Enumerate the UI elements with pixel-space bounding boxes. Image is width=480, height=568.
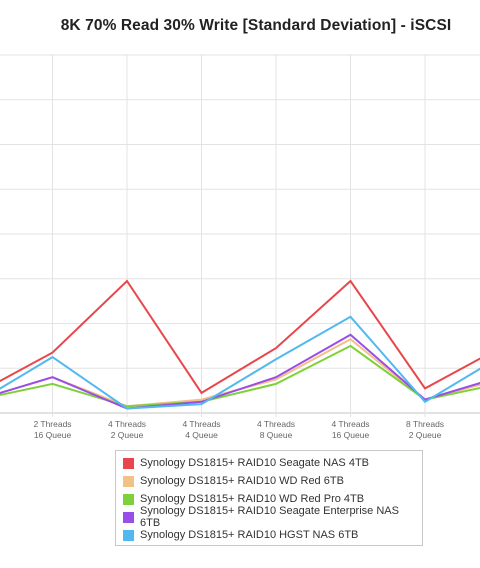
- legend-swatch: [123, 475, 134, 487]
- legend-label: Synology DS1815+ RAID10 HGST NAS 6TB: [140, 529, 359, 541]
- legend-swatch: [123, 457, 134, 469]
- chart-title: 8K 70% Read 30% Write [Standard Deviatio…: [60, 17, 452, 34]
- grid-lines: [0, 54, 480, 417]
- legend-label: Synology DS1815+ RAID10 Seagate Enterpri…: [140, 505, 399, 529]
- legend-swatch: [123, 529, 134, 541]
- legend-label: Synology DS1815+ RAID10 WD Red Pro 4TB: [140, 493, 365, 505]
- x-tick-label: 4 Threads 4 Queue: [182, 419, 220, 440]
- series-line: [0, 338, 480, 408]
- x-tick-label: 8 Threads 2 Queue: [406, 419, 444, 440]
- x-tick-label: 4 Threads 8 Queue: [257, 419, 295, 440]
- legend-item[interactable]: Synology DS1815+ RAID10 Seagate NAS 4TB: [123, 454, 422, 472]
- legend-item[interactable]: Synology DS1815+ RAID10 WD Red 6TB: [123, 472, 422, 490]
- legend-item[interactable]: Synology DS1815+ RAID10 Seagate Enterpri…: [123, 505, 422, 529]
- legend-label: Synology DS1815+ RAID10 WD Red 6TB: [140, 475, 344, 487]
- legend-item[interactable]: Synology DS1815+ RAID10 WD Red Pro 4TB: [123, 490, 422, 508]
- legend: Synology DS1815+ RAID10 Seagate NAS 4TB …: [115, 450, 423, 546]
- series-line: [0, 315, 480, 410]
- series-line: [0, 333, 480, 410]
- series-lines: [0, 279, 480, 410]
- legend-label: Synology DS1815+ RAID10 Seagate NAS 4TB: [140, 457, 369, 469]
- x-tick-label: 4 Threads 16 Queue: [331, 419, 369, 440]
- series-line: [0, 279, 480, 395]
- legend-item[interactable]: Synology DS1815+ RAID10 HGST NAS 6TB: [123, 526, 422, 544]
- legend-swatch: [123, 493, 134, 505]
- x-tick-label: 4 Threads 2 Queue: [108, 419, 146, 440]
- x-tick-label: 2 Threads 16 Queue: [33, 419, 71, 440]
- legend-swatch: [123, 511, 134, 523]
